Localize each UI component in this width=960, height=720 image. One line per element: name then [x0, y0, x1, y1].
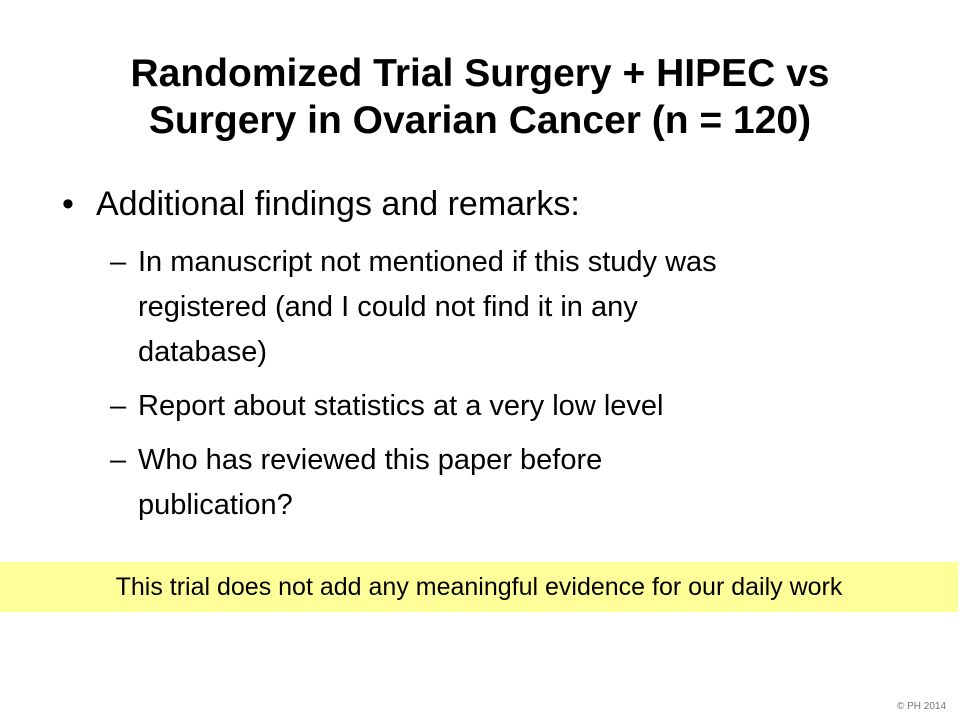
main-bullet-text: Additional findings and remarks:: [96, 185, 580, 223]
sub-bullet-line: In manuscript not mentioned if this stud…: [138, 246, 717, 278]
sub-bullet-line: publication?: [138, 489, 293, 521]
dash-marker: –: [110, 390, 127, 422]
dash-marker: –: [110, 444, 127, 476]
copyright-notice: © PH 2014: [896, 701, 946, 712]
slide-title-line-1: Randomized Trial Surgery + HIPEC vs: [130, 52, 830, 95]
slide-title: Randomized Trial Surgery + HIPEC vs Surg…: [30, 50, 930, 144]
sub-bullet-line: database): [138, 336, 267, 368]
slide-title-line-2: Surgery in Ovarian Cancer (n = 120): [148, 99, 812, 142]
dash-marker: –: [110, 246, 127, 278]
sub-bullet-line: Report about statistics at a very low le…: [138, 390, 664, 422]
sub-bullet-line: Who has reviewed this paper before: [138, 444, 603, 476]
bullet-marker: •: [62, 185, 74, 223]
conclusion-highlight: This trial does not add any meaningful e…: [0, 562, 958, 612]
sub-bullet-line: registered (and I could not find it in a…: [138, 291, 638, 323]
